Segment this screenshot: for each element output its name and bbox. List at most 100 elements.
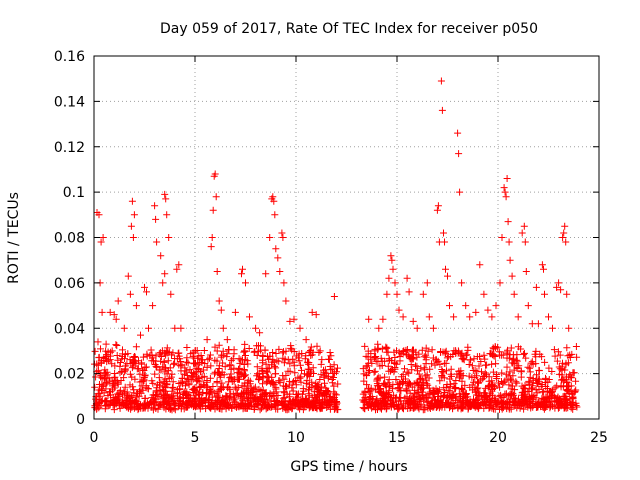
data-point <box>558 371 566 379</box>
y-tick-labels: 0 0.02 0.04 0.06 0.08 0.1 0.12 0.14 0.16 <box>54 49 85 428</box>
y-tick-label: 0.14 <box>54 94 85 110</box>
data-point <box>538 353 546 361</box>
data-point <box>254 348 262 356</box>
data-point <box>409 317 417 325</box>
data-point <box>159 279 167 287</box>
data-point <box>443 354 451 362</box>
data-point <box>263 377 271 385</box>
data-point <box>120 374 128 382</box>
data-point <box>211 356 219 364</box>
data-point <box>540 265 547 273</box>
data-point <box>468 401 476 409</box>
data-point <box>170 359 178 367</box>
data-point <box>174 402 182 410</box>
data-point <box>257 387 265 395</box>
data-point <box>100 354 108 361</box>
data-point <box>492 360 500 368</box>
data-point <box>534 320 542 328</box>
data-point <box>440 229 447 237</box>
data-point <box>132 343 140 351</box>
data-point <box>163 211 171 219</box>
data-point <box>372 399 379 407</box>
data-point <box>215 393 223 401</box>
data-point <box>161 270 169 278</box>
data-point <box>488 313 496 321</box>
data-point <box>162 195 170 203</box>
data-point <box>532 404 540 411</box>
data-point <box>149 398 157 406</box>
data-point <box>550 346 558 354</box>
data-point <box>461 393 469 401</box>
data-point <box>403 346 411 353</box>
data-point <box>109 386 116 394</box>
data-point <box>108 347 116 355</box>
data-point <box>259 352 267 360</box>
data-point <box>364 385 372 393</box>
data-point <box>271 362 279 370</box>
data-point <box>301 370 308 378</box>
data-point <box>280 375 288 383</box>
data-point <box>103 351 111 359</box>
data-point <box>383 290 391 298</box>
data-point <box>314 392 322 400</box>
data-point <box>546 397 554 405</box>
data-point <box>138 360 145 368</box>
data-point <box>300 387 308 395</box>
data-point <box>156 378 164 386</box>
data-point <box>482 361 489 369</box>
data-point <box>163 370 171 378</box>
data-point <box>243 395 251 403</box>
data-point <box>151 361 159 368</box>
data-point <box>288 384 296 392</box>
data-point <box>241 367 248 375</box>
data-point <box>545 313 552 321</box>
data-point <box>446 382 454 390</box>
data-point <box>420 364 428 372</box>
data-point <box>439 393 447 401</box>
data-point <box>173 390 181 398</box>
data-point <box>137 331 144 339</box>
data-point <box>562 396 569 404</box>
data-point <box>440 384 448 392</box>
data-point <box>120 324 128 332</box>
data-point <box>161 365 169 373</box>
data-point <box>429 403 437 411</box>
data-point <box>227 375 235 383</box>
data-point <box>525 379 533 387</box>
data-point <box>132 302 140 310</box>
data-point <box>408 348 416 356</box>
data-point <box>291 369 299 377</box>
data-point <box>568 390 576 398</box>
data-point <box>366 393 374 401</box>
data-point <box>186 366 194 374</box>
data-point <box>273 357 281 365</box>
data-point <box>221 363 229 371</box>
data-point <box>295 357 303 365</box>
data-point <box>438 366 446 373</box>
data-point <box>95 396 103 404</box>
data-point <box>218 368 226 376</box>
data-point <box>401 394 409 402</box>
data-point <box>114 380 122 388</box>
data-point <box>562 376 570 384</box>
x-tick-labels: 0 5 10 15 20 25 <box>90 430 608 446</box>
data-point <box>331 390 339 398</box>
data-point <box>162 393 170 401</box>
data-point <box>465 361 473 368</box>
data-point <box>422 360 430 368</box>
data-point <box>455 348 463 356</box>
data-point <box>126 290 134 298</box>
data-point <box>142 363 150 371</box>
data-point <box>316 376 324 383</box>
data-point <box>475 362 483 370</box>
data-point <box>330 405 338 413</box>
data-point <box>97 238 105 246</box>
data-point <box>433 206 441 214</box>
data-point <box>111 376 119 384</box>
data-point <box>91 347 99 355</box>
data-point <box>321 379 328 387</box>
data-point <box>572 386 580 394</box>
data-point <box>209 206 217 214</box>
y-axis-label: ROTI / TECUs <box>6 192 22 284</box>
data-point <box>304 359 312 367</box>
